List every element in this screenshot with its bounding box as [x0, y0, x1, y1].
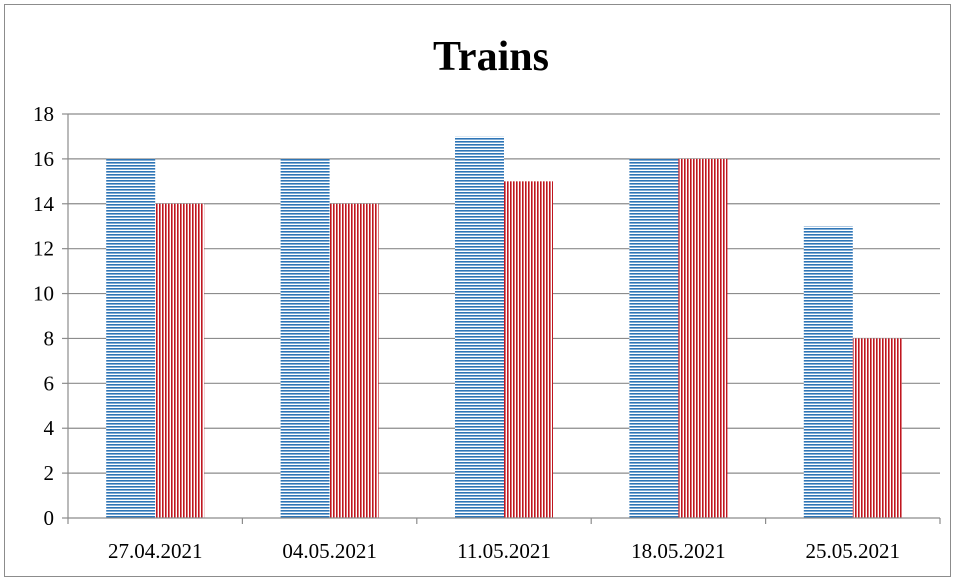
bars — [106, 136, 902, 519]
axes: 0 2 4 6 8 10 12 14 16 18 27.04.2021 04.05.2021 11.05… — [33, 102, 941, 563]
chart-title: Trains — [433, 34, 549, 80]
x-tick-label: 04.05.2021 — [282, 539, 377, 563]
y-tick-label: 8 — [44, 326, 55, 350]
x-tick-label: 11.05.2021 — [457, 539, 551, 563]
x-tick-label: 25.05.2021 — [806, 539, 901, 563]
bar-series-1 — [629, 158, 679, 518]
y-tick-label: 18 — [33, 102, 54, 126]
bar-series-2 — [852, 338, 902, 518]
y-tick-label: 4 — [44, 416, 55, 440]
bar-series-1 — [280, 158, 330, 518]
x-tick-label: 18.05.2021 — [631, 539, 726, 563]
bar-series-1 — [106, 158, 156, 518]
y-tick-label: 0 — [44, 506, 55, 530]
bar-series-2 — [155, 203, 205, 518]
bar-series-2 — [504, 181, 553, 519]
y-tick-label: 6 — [44, 371, 55, 395]
y-tick-label: 2 — [44, 461, 55, 485]
y-tick-label: 12 — [33, 237, 54, 261]
y-tick-label: 14 — [33, 192, 55, 216]
bar-series-2 — [678, 158, 728, 518]
bar-series-2 — [329, 203, 379, 518]
y-tick-label: 16 — [33, 147, 54, 171]
bar-series-1 — [803, 226, 853, 518]
bar-series-1 — [455, 136, 504, 518]
x-tick-label: 27.04.2021 — [108, 539, 203, 563]
y-tick-label: 10 — [33, 282, 54, 306]
